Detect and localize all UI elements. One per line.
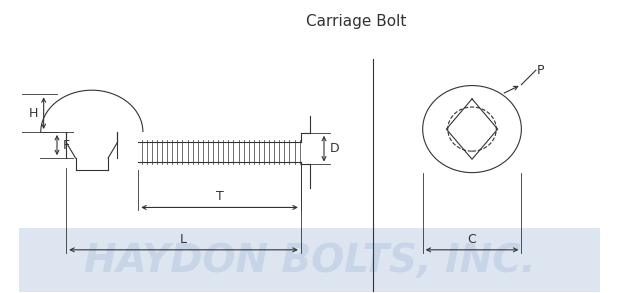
Text: L: L [180, 233, 187, 246]
Text: HAYDON BOLTS, INC.: HAYDON BOLTS, INC. [84, 242, 535, 280]
Text: D: D [330, 142, 339, 155]
Text: T: T [215, 190, 223, 204]
Text: Carriage Bolt: Carriage Bolt [306, 14, 406, 29]
FancyBboxPatch shape [19, 228, 600, 292]
Text: F: F [63, 139, 70, 151]
Text: C: C [467, 233, 477, 246]
Text: P: P [537, 64, 544, 77]
Text: H: H [28, 107, 38, 120]
